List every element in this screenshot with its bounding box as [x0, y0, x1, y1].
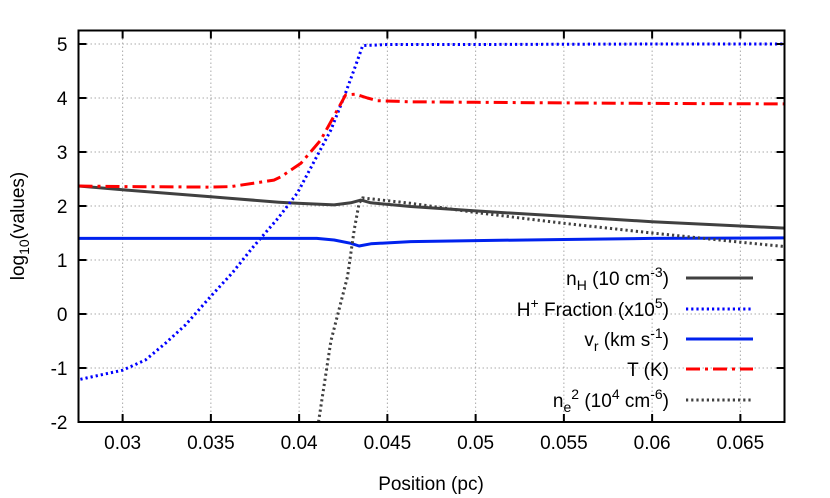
label-segment: -1: [650, 325, 663, 341]
label-segment: H: [517, 300, 531, 321]
legend-item: ne​2​ (104​ cm-6​): [553, 386, 753, 415]
series-line-0: [78, 184, 785, 230]
label-segment: v: [584, 330, 594, 351]
legend-label: vr​ (km s-1​): [584, 325, 669, 354]
label-segment: 4: [612, 386, 620, 402]
x-tick-label: 0.065: [717, 433, 765, 454]
label-segment: H: [577, 277, 587, 293]
legend: nH​ (10 cm-3​)H+​ Fraction (x105​) vr​ (k…: [517, 264, 753, 415]
series-line-3: [78, 92, 785, 189]
label-segment: (values): [8, 172, 29, 240]
legend-item: vr​ (km s-1​): [584, 325, 753, 354]
legend-item: T (K): [627, 360, 753, 381]
x-tick-label: 0.06: [634, 433, 671, 454]
label-segment: +: [531, 295, 539, 311]
x-axis-label: Position (pc): [378, 474, 484, 495]
plot-border: [77, 29, 786, 423]
grid-lines: [78, 30, 785, 423]
x-tick-label: 0.055: [540, 433, 588, 454]
label-segment: n: [553, 391, 564, 412]
label-segment: -6: [650, 386, 663, 402]
y-tick-label: 5: [57, 35, 68, 56]
label-segment: e: [563, 399, 571, 415]
label-segment: 10: [16, 239, 32, 255]
label-segment: ): [663, 300, 669, 321]
legend-label: T (K): [627, 360, 669, 381]
y-tick-label: 1: [57, 251, 68, 272]
series-line-4: [317, 196, 785, 422]
legend-item: nH​ (10 cm-3​): [566, 264, 753, 293]
label-segment: Fraction (x10: [539, 300, 655, 321]
label-segment: log: [8, 255, 29, 280]
label-segment: n: [566, 269, 577, 290]
x-tick-label: 0.035: [187, 433, 235, 454]
y-tick-label: -2: [51, 413, 68, 434]
axis-ticks: 0.03 0.035 0.04 0.045 0.05 0.055 0.06 0.065 -2 -1…: [51, 30, 785, 454]
series-line-1: [80, 42, 785, 381]
legend-label: nH​ (10 cm-3​): [566, 264, 669, 293]
y-tick-label: 4: [57, 89, 68, 110]
legend-label: ne​2​ (104​ cm-6​): [553, 386, 669, 415]
y-tick-label: -1: [51, 359, 68, 380]
y-tick-label: 2: [57, 197, 68, 218]
y-axis-label: log10​(values): [8, 172, 32, 281]
x-tick-label: 0.03: [104, 433, 141, 454]
label-segment: (km s: [599, 330, 651, 351]
legend-label: H+​ Fraction (x105​): [517, 295, 669, 321]
legend-item: H+​ Fraction (x105​): [517, 295, 753, 321]
label-segment: ): [663, 391, 669, 412]
label-segment: T (K): [627, 360, 669, 381]
label-segment: (10: [579, 391, 612, 412]
label-segment: r: [594, 338, 599, 354]
x-tick-label: 0.04: [281, 433, 318, 454]
y-tick-label: 3: [57, 143, 68, 164]
label-segment: 5: [655, 295, 663, 311]
label-segment: 2: [571, 386, 579, 402]
x-tick-label: 0.05: [457, 433, 494, 454]
series-group: [78, 42, 785, 422]
label-segment: cm: [620, 391, 651, 412]
label-segment: (10 cm: [587, 269, 650, 290]
label-segment: -3: [650, 264, 663, 280]
x-tick-label: 0.045: [364, 433, 412, 454]
y-tick-label: 0: [57, 305, 68, 326]
label-segment: ): [663, 330, 669, 351]
series-line-2: [78, 236, 785, 248]
label-segment: ): [663, 269, 669, 290]
